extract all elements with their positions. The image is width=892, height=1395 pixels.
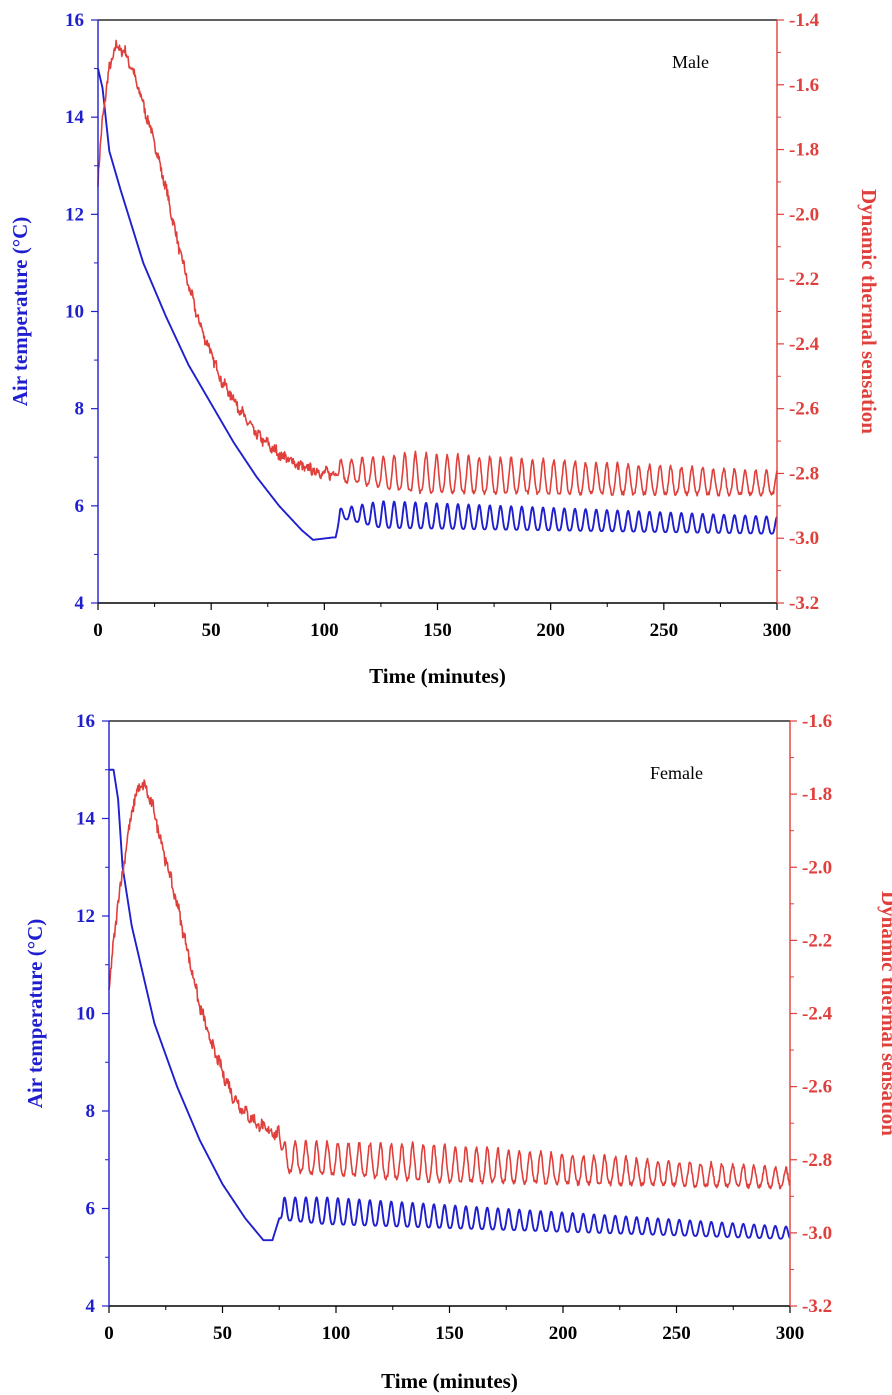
right-y-tick-label: -3.2 (802, 1296, 832, 1317)
x-tick-label: 0 (104, 1323, 114, 1344)
left-y-tick-label: 14 (65, 107, 85, 128)
left-y-tick-label: 6 (75, 496, 85, 517)
right-y-tick-label: -3.0 (789, 528, 819, 549)
x-tick-label: 50 (202, 620, 221, 641)
left-y-tick-label: 12 (76, 906, 95, 927)
right-y-tick-label: -2.4 (789, 334, 820, 355)
x-tick-label: 300 (763, 620, 792, 641)
left-y-axis-title: Air temperature (°C) (23, 919, 47, 1109)
chart-panel-male: 0 50 100 150 200 250 300 4 6 8 10 12 14 16 -3.2 -3.0 -2.… (8, 10, 881, 688)
left-y-tick-label: 16 (76, 711, 95, 732)
right-y-tick-label: -1.8 (789, 140, 819, 161)
chart-panels: 0 50 100 150 200 250 30046810121416-3.2-3.0-2.… (8, 10, 892, 1393)
right-y-tick-label: -2.2 (802, 930, 832, 951)
right-y-tick-label: -1.6 (802, 711, 832, 732)
left-y-tick-label: 8 (75, 399, 85, 420)
left-y-tick-label: 10 (76, 1004, 95, 1025)
right-y-axis-title: Dynamic thermal sensation (877, 891, 892, 1136)
right-y-tick-label: -1.8 (802, 784, 832, 805)
right-y-tick-label: -2.6 (789, 399, 819, 420)
x-tick-label: 250 (662, 1323, 691, 1344)
right-y-tick-label: -2.4 (802, 1004, 833, 1025)
right-y-tick-label: -3.0 (802, 1223, 832, 1244)
thermal-sensation-series-line (108, 779, 791, 1190)
x-tick-label: 150 (423, 620, 452, 641)
thermal-sensation-series-line (97, 39, 778, 497)
x-axis-title: Time (minutes) (381, 1369, 518, 1393)
left-y-tick-label: 12 (65, 204, 84, 225)
x-tick-label: 100 (322, 1323, 351, 1344)
right-y-axis-title: Dynamic thermal sensation (857, 189, 881, 434)
right-y-tick-label: -1.6 (789, 75, 819, 96)
right-y-tick-label: -2.0 (789, 204, 819, 225)
panel-label: Male (672, 52, 709, 72)
right-y-tick-label: -2.2 (789, 269, 819, 290)
x-tick-label: 200 (536, 620, 565, 641)
left-y-tick-label: 14 (76, 809, 96, 830)
x-tick-label: 300 (776, 1323, 805, 1344)
left-y-tick-label: 6 (86, 1199, 96, 1220)
left-y-tick-label: 4 (75, 593, 85, 614)
air-temperature-series-line (108, 768, 791, 1242)
left-y-axis-title: Air temperature (°C) (8, 217, 32, 407)
x-tick-label: 50 (213, 1323, 232, 1344)
left-y-tick-label: 16 (65, 10, 84, 31)
air-temperature-series-line (97, 68, 778, 541)
right-y-tick-label: -1.4 (789, 10, 820, 31)
x-tick-label: 150 (435, 1323, 464, 1344)
left-y-tick-label: 10 (65, 302, 84, 323)
x-axis-title: Time (minutes) (369, 664, 506, 688)
right-y-tick-label: -2.8 (802, 1150, 832, 1171)
x-tick-label: 250 (650, 620, 679, 641)
right-y-tick-label: -3.2 (789, 593, 819, 614)
right-y-tick-label: -2.6 (802, 1077, 832, 1098)
series-group (108, 768, 791, 1242)
series-group (97, 39, 778, 541)
chart-panel-female: 0 50 100 150 200 250 300 4 6 8 10 12 14 16 -3.2 -3.0 -2.… (23, 711, 892, 1393)
x-tick-label: 200 (549, 1323, 578, 1344)
x-tick-label: 0 (93, 620, 103, 641)
right-y-tick-label: -2.0 (802, 857, 832, 878)
panel-label: Female (650, 763, 703, 783)
left-y-tick-label: 4 (86, 1296, 96, 1317)
right-y-tick-label: -2.8 (789, 463, 819, 484)
left-y-tick-label: 8 (86, 1101, 96, 1122)
x-tick-label: 100 (310, 620, 339, 641)
